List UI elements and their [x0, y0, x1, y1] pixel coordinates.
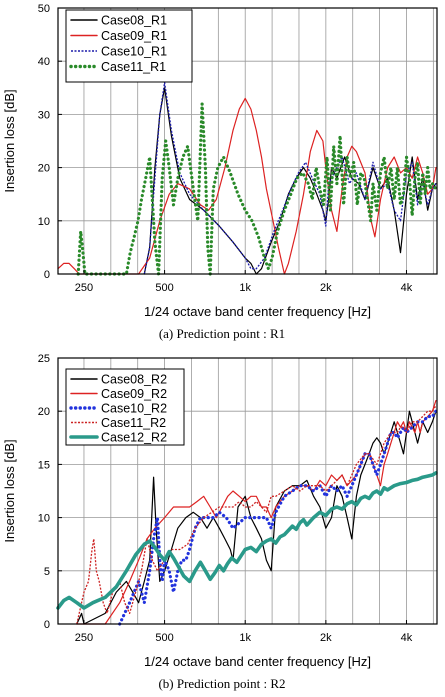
x-axis-label: 1/24 octave band center frequency [Hz] [144, 654, 371, 669]
legend-label: Case08_R2 [101, 373, 167, 387]
y-axis-label: Insertion loss [dB] [2, 439, 17, 542]
x-tick-label: 250 [75, 632, 93, 644]
legend-label: Case09_R1 [101, 29, 167, 43]
x-tick-label: 2k [320, 632, 332, 644]
x-tick-label: 4k [401, 632, 413, 644]
series-group [56, 400, 438, 626]
y-tick-label: 0 [44, 619, 50, 631]
x-axis-label: 1/24 octave band center frequency [Hz] [144, 304, 371, 319]
y-tick-label: 30 [38, 109, 50, 121]
legend-box [65, 9, 193, 83]
y-tick-label: 15 [38, 459, 50, 471]
x-tick-label: 4k [401, 282, 413, 294]
y-tick-label: 10 [38, 513, 50, 525]
series-line-Case12_R2 [56, 471, 438, 610]
legend-label: Case12_R2 [101, 431, 167, 445]
y-tick-label: 20 [38, 163, 50, 175]
figure-caption: (b) Prediction point : R2 [158, 676, 285, 691]
legend: Case08_R2Case09_R2Case10_R2Case11_R2Case… [65, 368, 185, 446]
chart-panel-2: 0 5 10 15 20 25 250 500 1k 2k 4k 1/24 octave band c… [2, 353, 438, 691]
legend-label: Case10_R2 [101, 402, 167, 416]
chart-panel-1: 0 10 20 30 40 50 250 500 1k 2k 4k 1/24 octave band … [2, 3, 438, 341]
legend-label: Case08_R1 [101, 14, 167, 28]
figure-caption: (a) Prediction point : R1 [159, 326, 285, 341]
series-group [57, 81, 438, 276]
legend-label: Case11_R2 [101, 416, 166, 430]
x-tick-label: 2k [320, 282, 332, 294]
plot-frame [57, 357, 438, 625]
x-tick-label: 1k [239, 632, 251, 644]
y-tick-label: 10 [38, 216, 50, 228]
y-tick-label: 20 [38, 406, 50, 418]
y-tick-label: 50 [38, 3, 50, 15]
series-line-Case10_R2 [118, 409, 438, 626]
y-tick-label: 0 [44, 269, 50, 281]
series-line-Case11_R1 [76, 102, 438, 276]
series-line-Case09_R1 [57, 97, 437, 275]
y-tick-label: 40 [38, 56, 50, 68]
y-tick-label: 5 [44, 566, 50, 578]
legend-label: Case11_R1 [101, 60, 166, 74]
y-axis-label: Insertion loss [dB] [2, 89, 17, 192]
x-tick-label: 500 [155, 632, 173, 644]
legend-label: Case10_R1 [101, 45, 167, 59]
y-tick-label: 25 [38, 353, 50, 365]
legend-label: Case09_R2 [101, 387, 167, 401]
x-tick-label: 250 [75, 282, 93, 294]
plot-frame [57, 7, 438, 275]
x-tick-label: 500 [155, 282, 173, 294]
x-tick-label: 1k [239, 282, 251, 294]
series-line-Case08_R1 [143, 87, 437, 275]
